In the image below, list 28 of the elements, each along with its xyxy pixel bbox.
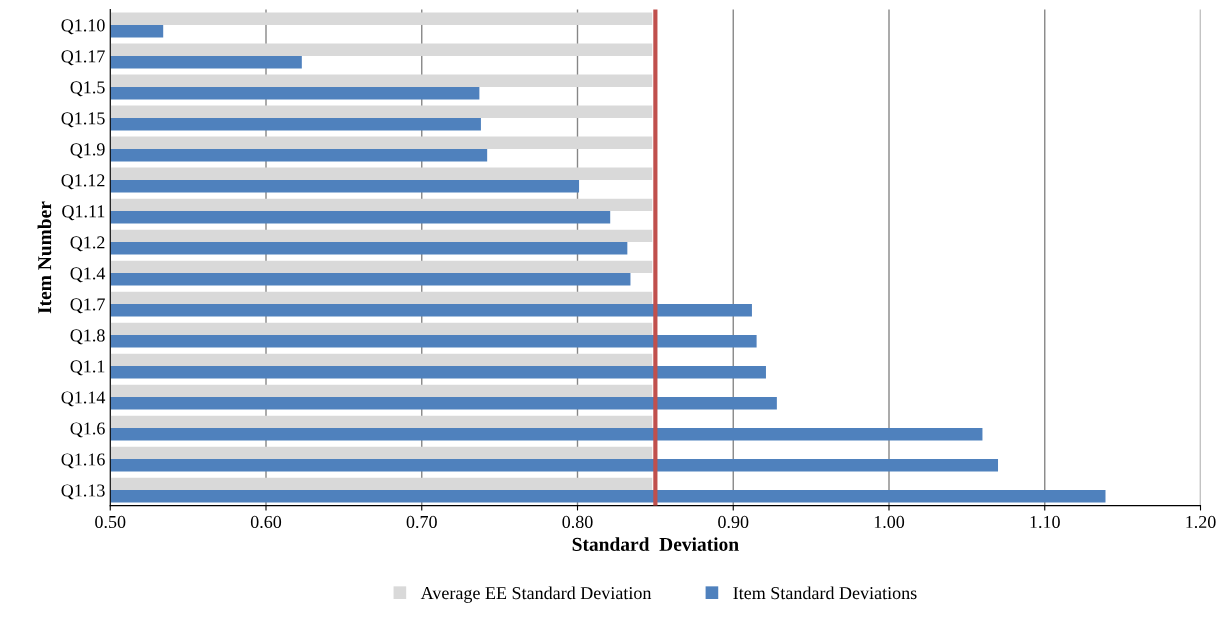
y-tick-label: Q1.9 bbox=[70, 143, 105, 159]
y-tick-label: Q1.6 bbox=[70, 422, 105, 438]
y-tick-label: Q1.7 bbox=[70, 298, 105, 314]
x-tick-label: 1.10 bbox=[1030, 515, 1060, 529]
y-tick-label: Q1.2 bbox=[70, 236, 105, 252]
y-tick-label: Q1.15 bbox=[61, 112, 105, 128]
x-tick-label: 1.00 bbox=[874, 515, 905, 529]
x-tick-label: 0.50 bbox=[95, 515, 126, 529]
y-tick-label: Q1.14 bbox=[61, 391, 106, 407]
y-tick-label: Q1.10 bbox=[61, 19, 105, 35]
y-tick-label: Q1.4 bbox=[70, 267, 106, 283]
y-tick-label: Q1.12 bbox=[61, 174, 105, 190]
x-tick-label: 0.60 bbox=[250, 515, 282, 529]
legend-label: Item Standard Deviations bbox=[733, 586, 917, 600]
y-tick-label: Q1.1 bbox=[70, 360, 105, 376]
legend-label: Average EE Standard Deviation bbox=[420, 586, 652, 603]
x-tick-label: 0.70 bbox=[406, 515, 437, 529]
x-axis-title: Standard Deviation bbox=[572, 537, 739, 551]
y-axis-title: Item Number bbox=[37, 201, 52, 314]
x-tick-label: 1.20 bbox=[1186, 515, 1216, 529]
x-tick-label: 0.80 bbox=[562, 515, 593, 529]
y-tick-label: Q1.11 bbox=[62, 205, 105, 221]
x-tick-label: 0.90 bbox=[718, 515, 749, 529]
y-tick-label: Q1.16 bbox=[61, 453, 105, 469]
y-tick-label: Q1.17 bbox=[61, 50, 105, 66]
y-tick-label: Q1.5 bbox=[70, 81, 105, 97]
y-tick-label: Q1.8 bbox=[70, 329, 105, 345]
y-tick-label: Q1.13 bbox=[61, 484, 105, 500]
